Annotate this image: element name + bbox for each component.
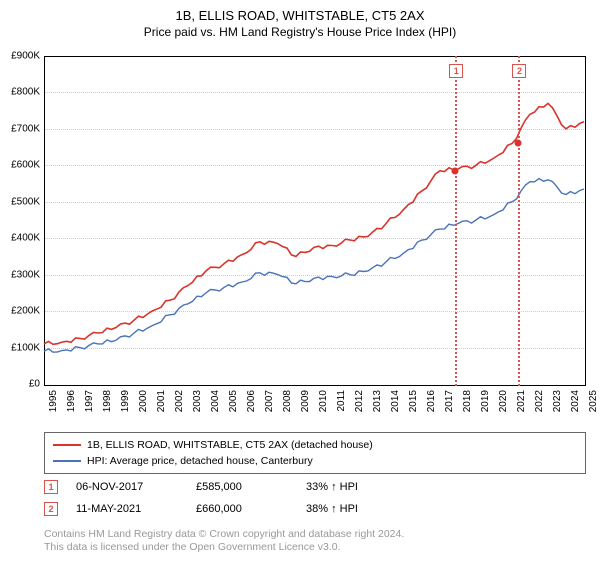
x-tick-label: 2005: [228, 390, 239, 412]
sales-row: 2 11-MAY-2021£660,00038% ↑ HPI: [44, 498, 358, 520]
sales-marker-icon: 1: [44, 480, 58, 494]
x-tick-label: 2002: [174, 390, 185, 412]
legend-text: 1B, ELLIS ROAD, WHITSTABLE, CT5 2AX (det…: [87, 439, 373, 451]
x-tick-label: 2012: [354, 390, 365, 412]
sale-marker-label: 1: [449, 64, 463, 78]
sales-row: 1 06-NOV-2017£585,00033% ↑ HPI: [44, 476, 358, 498]
sales-price: £660,000: [196, 503, 306, 515]
x-tick-label: 2013: [372, 390, 383, 412]
series-line: [44, 103, 584, 344]
x-tick-label: 2001: [156, 390, 167, 412]
sales-date: 06-NOV-2017: [76, 481, 196, 493]
x-tick-label: 2010: [318, 390, 329, 412]
x-tick-label: 2017: [444, 390, 455, 412]
sale-dot: [452, 167, 459, 174]
sales-table: 1 06-NOV-2017£585,00033% ↑ HPI 2 11-MAY-202…: [44, 476, 358, 520]
x-tick-label: 2018: [462, 390, 473, 412]
footer-line1: Contains HM Land Registry data © Crown c…: [44, 528, 404, 541]
sale-marker-label: 2: [512, 64, 526, 78]
legend: 1B, ELLIS ROAD, WHITSTABLE, CT5 2AX (det…: [44, 432, 586, 474]
x-tick-label: 2009: [300, 390, 311, 412]
sales-price: £585,000: [196, 481, 306, 493]
legend-row: HPI: Average price, detached house, Cant…: [53, 453, 577, 469]
x-tick-label: 2023: [552, 390, 563, 412]
legend-row: 1B, ELLIS ROAD, WHITSTABLE, CT5 2AX (det…: [53, 437, 577, 453]
chart-container: 1B, ELLIS ROAD, WHITSTABLE, CT5 2AX Pric…: [0, 8, 600, 568]
sales-marker-icon: 2: [44, 502, 58, 516]
x-tick-label: 2015: [408, 390, 419, 412]
x-tick-label: 2006: [246, 390, 257, 412]
x-tick-label: 2021: [516, 390, 527, 412]
x-tick-label: 1997: [84, 390, 95, 412]
x-tick-label: 2011: [336, 390, 347, 412]
x-tick-label: 1996: [66, 390, 77, 412]
x-tick-label: 1998: [102, 390, 113, 412]
footer-line2: This data is licensed under the Open Gov…: [44, 541, 404, 554]
legend-text: HPI: Average price, detached house, Cant…: [87, 455, 313, 467]
sales-hpi: 38% ↑ HPI: [306, 503, 358, 515]
x-tick-label: 2025: [588, 390, 599, 412]
x-tick-label: 2024: [570, 390, 581, 412]
sales-date: 11-MAY-2021: [76, 503, 196, 515]
x-tick-label: 1999: [120, 390, 131, 412]
series-line: [44, 179, 584, 353]
x-tick-label: 2016: [426, 390, 437, 412]
x-tick-label: 2022: [534, 390, 545, 412]
x-tick-label: 2020: [498, 390, 509, 412]
x-tick-label: 2003: [192, 390, 203, 412]
x-tick-label: 1995: [48, 390, 59, 412]
x-tick-label: 2000: [138, 390, 149, 412]
sales-hpi: 33% ↑ HPI: [306, 481, 358, 493]
legend-swatch: [53, 460, 81, 462]
legend-swatch: [53, 444, 81, 446]
x-tick-label: 2014: [390, 390, 401, 412]
footer-attribution: Contains HM Land Registry data © Crown c…: [44, 528, 404, 554]
x-tick-label: 2019: [480, 390, 491, 412]
x-tick-label: 2007: [264, 390, 275, 412]
sale-dot: [515, 140, 522, 147]
x-tick-label: 2004: [210, 390, 221, 412]
x-tick-label: 2008: [282, 390, 293, 412]
